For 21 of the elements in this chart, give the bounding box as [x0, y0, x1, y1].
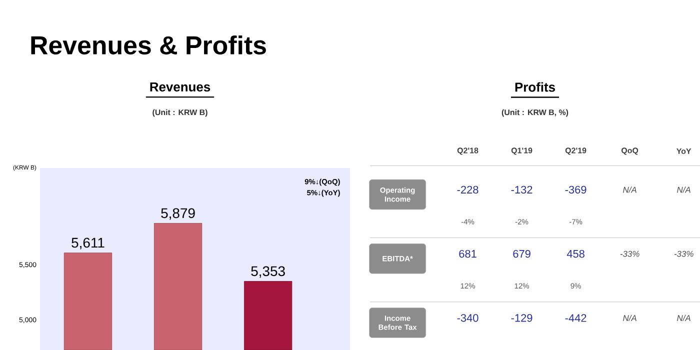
text: N/A [623, 314, 636, 322]
text: -132 [511, 186, 532, 194]
data-label: 5,353 [251, 266, 285, 278]
text: Profits [515, 82, 555, 92]
text: -228 [457, 186, 478, 194]
text: N/A [623, 186, 636, 193]
text: 458 [566, 250, 584, 258]
text: -33% [620, 250, 640, 257]
text: N/A [677, 314, 690, 322]
text: -129 [511, 314, 532, 322]
text: Revenues & Profits [31, 35, 266, 55]
text: -442 [565, 314, 586, 322]
text: -369 [565, 186, 586, 194]
data-label: 5,879 [161, 208, 195, 220]
text: -340 [457, 314, 478, 322]
chart-title: Revenues [150, 82, 210, 92]
data-label: 5,611 [72, 238, 104, 250]
text: 679 [513, 250, 530, 258]
text: N/A [677, 186, 690, 193]
text: 681 [459, 250, 476, 258]
text: -33% [674, 250, 694, 257]
